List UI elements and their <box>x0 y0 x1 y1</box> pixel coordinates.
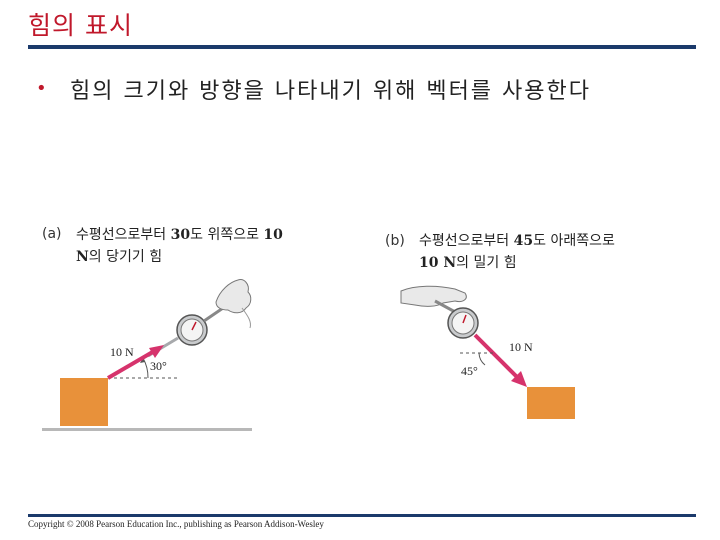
slide-title: 힘의 표시 <box>28 11 133 40</box>
panel-a-letter: (a) <box>42 226 62 242</box>
force-vector <box>106 348 158 380</box>
panel-a-caption-text: 의 당기기 힘 <box>88 249 163 265</box>
scale-needle <box>191 321 197 331</box>
crate <box>60 378 108 426</box>
bullet-marker: • <box>36 78 47 99</box>
panel-a-caption-text: 수평선으로부터 <box>76 227 171 243</box>
footer-divider <box>28 514 696 517</box>
panel-b-angle-label: 45° <box>461 364 478 378</box>
panel-a-angle-value: 30 <box>170 227 191 243</box>
scale-needle <box>462 314 467 324</box>
panel-a-caption-text: 도 위쪽으로 <box>190 227 264 243</box>
panel-b-caption: 수평선으로부터 45도 아래쪽으로 10 N의 밀기 힘 <box>419 230 699 274</box>
bullet-text: 힘의 크기와 방향을 나타내기 위해 벡터를 사용한다 <box>70 79 592 104</box>
wrist-outline <box>241 307 251 329</box>
angle-arc <box>478 352 486 366</box>
title-divider <box>28 45 696 49</box>
force-vector <box>473 333 521 381</box>
force-vector-arrowhead <box>511 371 527 387</box>
force-vector-arrowhead <box>149 345 164 358</box>
panel-a-figure: 10 N 30° <box>42 279 252 431</box>
panel-a-unit: N <box>76 249 89 265</box>
panel-b-letter: (b) <box>385 233 405 249</box>
panel-b-caption-text: 의 밀기 힘 <box>456 255 517 271</box>
hand-icon <box>215 279 252 314</box>
panel-a-force-value: 10 <box>263 227 283 243</box>
panel-a-angle-label: 30° <box>150 359 167 373</box>
panel-b-figure: 10 N 45° <box>400 285 575 419</box>
crate <box>527 387 575 419</box>
panel-b-force-label: 10 N <box>509 340 533 354</box>
panel-a-caption: 수평선으로부터 30도 위쪽으로 10 N의 당기기 힘 <box>76 224 356 268</box>
copyright-text: Copyright © 2008 Pearson Education Inc.,… <box>28 519 324 529</box>
panel-a-force-label: 10 N <box>110 345 134 359</box>
angle-arc-arrowhead <box>140 358 145 363</box>
hand-icon <box>400 285 467 307</box>
ground-line <box>42 428 252 431</box>
panel-b-angle-value: 45 <box>513 233 534 249</box>
panel-b-force-value: 10 N <box>419 255 457 271</box>
panel-b-caption-text: 수평선으로부터 <box>419 233 514 249</box>
panel-b-caption-text: 도 아래쪽으로 <box>533 233 615 249</box>
